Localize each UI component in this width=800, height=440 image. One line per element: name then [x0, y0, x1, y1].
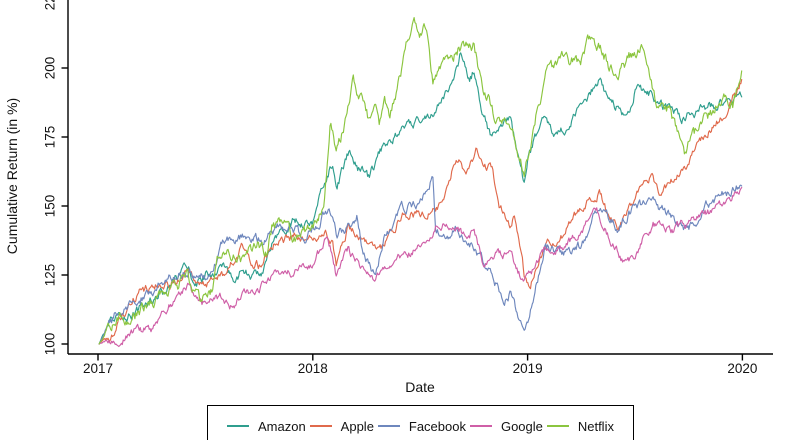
legend-item-apple: Apple [309, 418, 374, 434]
y-tick-label: 200 [43, 57, 58, 80]
legend: Amazon Apple Facebook Google Netflix [207, 405, 634, 440]
legend-label-facebook: Facebook [408, 418, 466, 434]
y-tick-label: 150 [43, 195, 58, 218]
x-tick-label: 2017 [83, 361, 113, 376]
x-axis-title: Date [405, 379, 435, 395]
legend-item-google: Google [469, 418, 543, 434]
plot-frame [67, 0, 773, 355]
y-tick-label: 125 [43, 264, 58, 287]
legend-label-apple: Apple [340, 418, 374, 434]
series-line-google [98, 186, 743, 348]
legend-swatch-apple [309, 425, 332, 427]
y-tick-label: 175 [43, 126, 58, 149]
y-axis-title: Cumulative Return (in %) [4, 98, 20, 254]
x-tick-label: 2018 [298, 361, 328, 376]
y-tick-label: 225 [43, 0, 58, 10]
legend-swatch-facebook [377, 425, 400, 427]
legend-label-netflix: Netflix [577, 418, 614, 434]
series-line-netflix [98, 17, 743, 345]
series-line-amazon [98, 52, 743, 345]
legend-label-amazon: Amazon [258, 418, 306, 434]
x-tick-label: 2020 [727, 361, 757, 376]
legend-swatch-amazon [227, 425, 249, 427]
legend-label-google: Google [500, 418, 543, 434]
legend-item-netflix: Netflix [546, 418, 614, 434]
legend-item-facebook: Facebook [377, 418, 466, 434]
legend-item-amazon: Amazon [227, 419, 306, 434]
legend-swatch-google [469, 425, 492, 427]
series-line-apple [98, 78, 743, 345]
series-line-facebook [98, 176, 743, 345]
x-tick-label: 2019 [513, 361, 543, 376]
legend-swatch-netflix [546, 425, 569, 427]
y-tick-label: 100 [43, 333, 58, 356]
